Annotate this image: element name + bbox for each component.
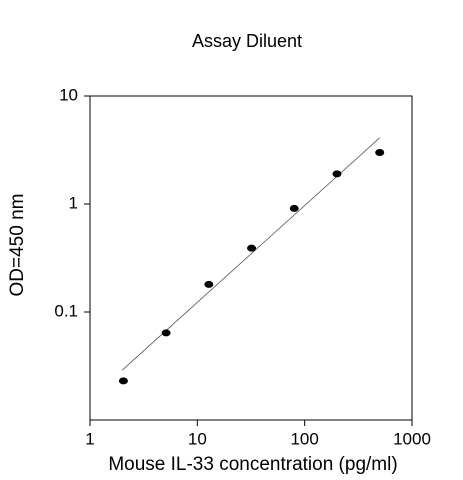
y-axis-label: OD=450 nm xyxy=(7,194,28,297)
y-tick-label: 10 xyxy=(59,85,78,104)
y-tick-label: 0.1 xyxy=(54,301,78,320)
data-point xyxy=(118,377,128,385)
data-point xyxy=(289,204,299,212)
data-point xyxy=(161,329,171,337)
data-point xyxy=(375,148,385,156)
x-tick-label: 1 xyxy=(85,429,94,448)
x-tick-label: 10 xyxy=(188,429,207,448)
data-point xyxy=(247,244,257,252)
x-tick-label: 100 xyxy=(290,429,318,448)
chart-title: Assay Diluent xyxy=(192,31,302,51)
data-point xyxy=(332,170,342,178)
y-tick-label: 1 xyxy=(69,193,78,212)
x-axis-label: Mouse IL-33 concentration (pg/ml) xyxy=(108,454,397,475)
data-point xyxy=(204,280,214,288)
x-tick-label: 1000 xyxy=(393,429,431,448)
plot-frame xyxy=(89,95,413,421)
